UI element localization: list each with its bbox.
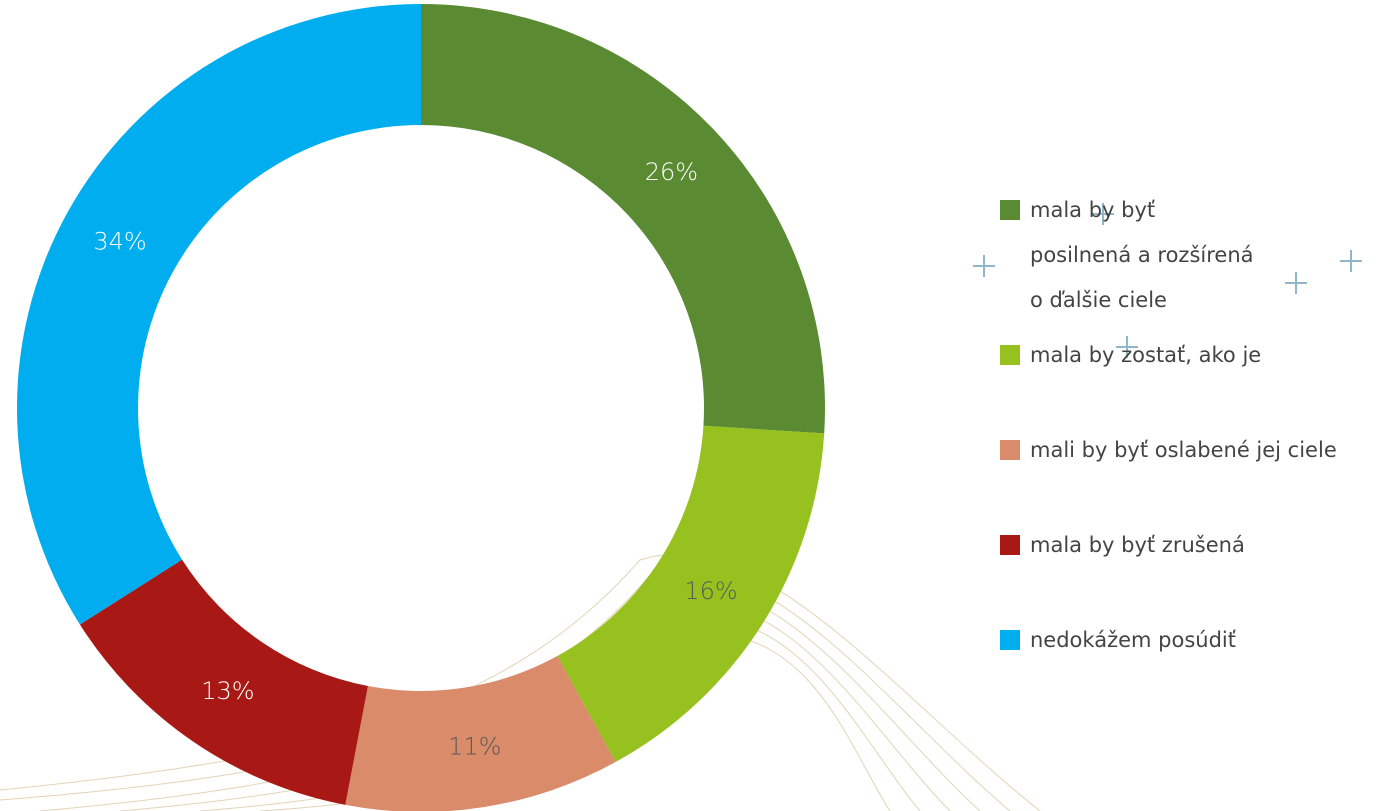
legend-swatch bbox=[1000, 200, 1020, 220]
legend-label: mala by zostať, ako je bbox=[1030, 343, 1262, 367]
legend-label: mala by byť posilnená a rozšírená o ďalš… bbox=[1030, 198, 1254, 312]
legend-label: mali by byť oslabené jej ciele bbox=[1030, 438, 1337, 462]
slices: 26% 16% 11% 13% 34% bbox=[17, 4, 825, 811]
legend-swatch bbox=[1000, 630, 1020, 650]
legend-swatch bbox=[1000, 345, 1020, 365]
legend-label: mala by byť zrušená bbox=[1030, 533, 1245, 557]
legend-swatch bbox=[1000, 440, 1020, 460]
legend-label: nedokážem posúdiť bbox=[1030, 628, 1236, 652]
slice bbox=[17, 4, 422, 625]
slice bbox=[421, 4, 825, 434]
slice-label: 34% bbox=[93, 228, 146, 256]
legend-item: mala by byť zrušená bbox=[1000, 523, 1245, 568]
decoration-plus bbox=[973, 203, 1362, 358]
slice bbox=[79, 559, 368, 805]
legend-item: nedokážem posúdiť bbox=[1000, 618, 1236, 663]
legend-item: mali by byť oslabené jej ciele bbox=[1000, 428, 1337, 473]
legend-item: mala by byť posilnená a rozšírená o ďalš… bbox=[1000, 188, 1260, 323]
slice-label: 16% bbox=[684, 577, 737, 605]
legend-swatch bbox=[1000, 535, 1020, 555]
legend-item: mala by zostať, ako je bbox=[1000, 333, 1261, 378]
slice bbox=[345, 655, 616, 811]
slice-label: 26% bbox=[645, 158, 698, 186]
slice-label: 11% bbox=[448, 732, 501, 760]
slice bbox=[557, 425, 825, 763]
slice-label: 13% bbox=[201, 677, 254, 705]
